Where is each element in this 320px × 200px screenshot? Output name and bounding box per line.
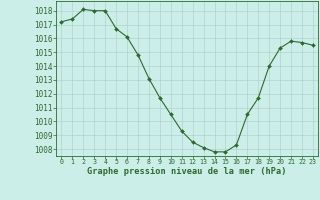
X-axis label: Graphe pression niveau de la mer (hPa): Graphe pression niveau de la mer (hPa): [87, 167, 287, 176]
